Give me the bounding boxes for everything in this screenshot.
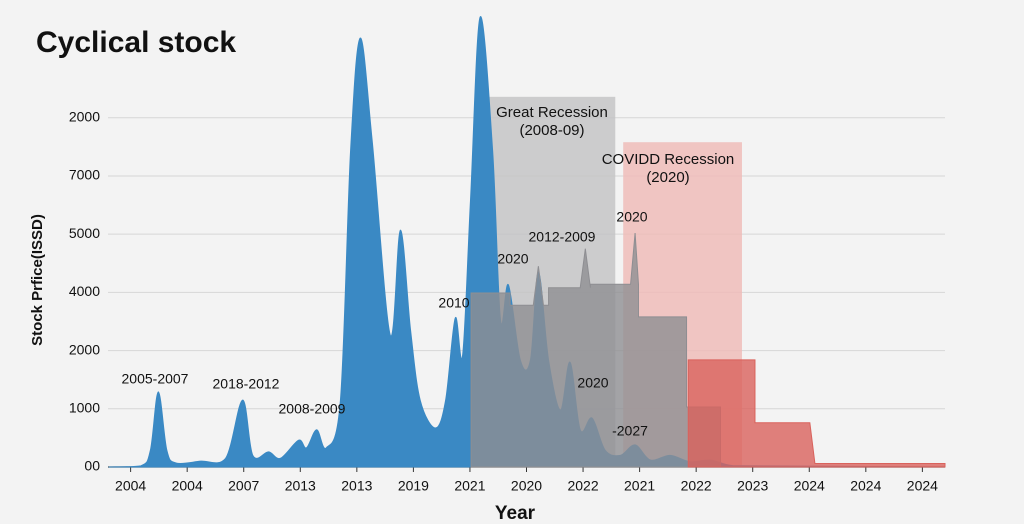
annotation: 2020: [616, 209, 647, 225]
y-tick-label: 7000: [69, 167, 100, 183]
x-tick-label: 2004: [115, 478, 146, 494]
annotation: 2010: [438, 295, 469, 311]
x-tick-label: 2022: [567, 478, 598, 494]
annotation: 2008-2009: [279, 401, 346, 417]
y-tick-label: 1000: [69, 399, 100, 415]
region-label: (2020): [646, 169, 689, 186]
x-tick-label: 2019: [398, 478, 429, 494]
y-tick-label: 00: [84, 458, 100, 474]
y-tick-label: 2000: [69, 341, 100, 357]
x-tick-label: 2024: [907, 478, 938, 494]
y-axis-label: Stock Prfice(ISSD): [29, 214, 46, 346]
x-tick-label: 2021: [624, 478, 655, 494]
chart-title: Cyclical stock: [36, 26, 236, 59]
x-tick-label: 2004: [172, 478, 203, 494]
x-tick-label: 2024: [794, 478, 825, 494]
annotation: 2020: [577, 375, 608, 391]
annotation: 2018-2012: [213, 376, 280, 392]
x-tick-label: 2024: [850, 478, 881, 494]
x-tick-label: 2007: [228, 478, 259, 494]
region-label: Great Recession: [496, 104, 608, 121]
area: [470, 232, 721, 468]
x-tick-label: 2013: [285, 478, 316, 494]
annotation: 2005-2007: [122, 371, 189, 387]
y-tick-label: 4000: [69, 283, 100, 299]
x-tick-label: 2013: [341, 478, 372, 494]
annotation: 2020: [497, 251, 528, 267]
annotation: -2027: [612, 423, 648, 439]
area: [687, 359, 946, 468]
x-tick-label: 2020: [511, 478, 542, 494]
x-tick-label: 2022: [681, 478, 712, 494]
x-axis-label: Year: [495, 503, 536, 524]
annotation: 2012-2009: [529, 229, 596, 245]
region-label: COVIDD Recession: [602, 151, 735, 168]
region-label: (2008-09): [519, 122, 584, 139]
x-tick-label: 2023: [737, 478, 768, 494]
y-tick-label: 5000: [69, 225, 100, 241]
x-tick-label: 2021: [454, 478, 485, 494]
y-tick-label: 2000: [69, 108, 100, 124]
